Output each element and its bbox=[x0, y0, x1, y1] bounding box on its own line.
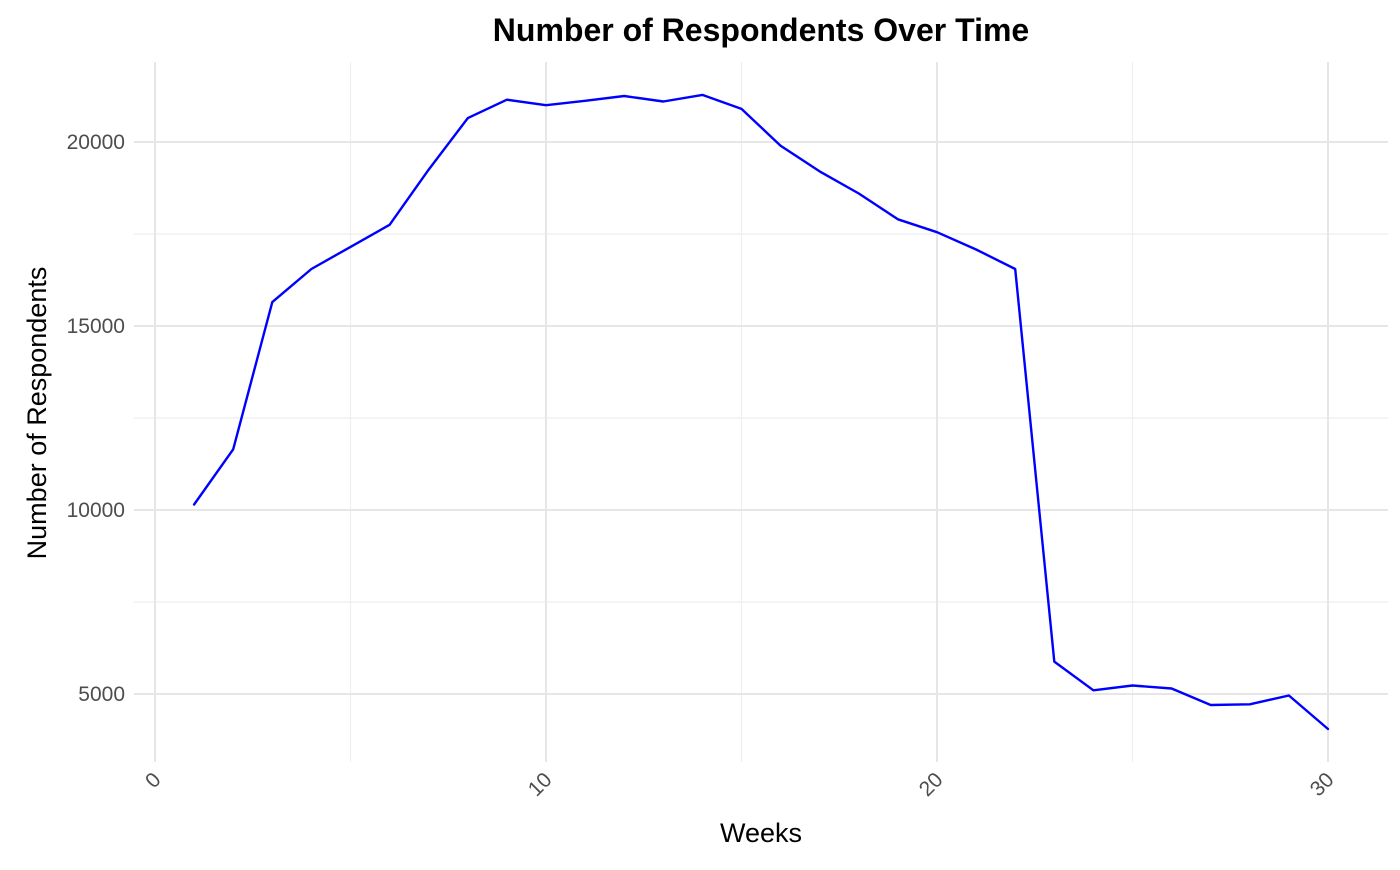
x-tick-label: 20 bbox=[915, 768, 948, 801]
x-tick-label: 0 bbox=[141, 768, 166, 793]
series-layer bbox=[192, 93, 1330, 731]
chart-title: Number of Respondents Over Time bbox=[493, 12, 1029, 48]
y-tick-label: 20000 bbox=[67, 131, 125, 154]
y-axis-title: Number of Respondents bbox=[22, 267, 52, 560]
y-tick-label: 15000 bbox=[67, 315, 125, 338]
grid bbox=[134, 62, 1388, 762]
y-tick-label: 10000 bbox=[67, 499, 125, 522]
x-axis-title: Weeks bbox=[720, 818, 802, 848]
series-line bbox=[192, 93, 1330, 731]
x-tick-label: 10 bbox=[524, 768, 557, 801]
y-axis-tick-labels: 5000 10000 15000 20000 bbox=[67, 131, 125, 706]
y-tick-label: 5000 bbox=[78, 683, 125, 706]
x-tick-label: 30 bbox=[1306, 768, 1339, 801]
x-axis-tick-labels: 0 10 20 30 bbox=[141, 768, 1339, 801]
